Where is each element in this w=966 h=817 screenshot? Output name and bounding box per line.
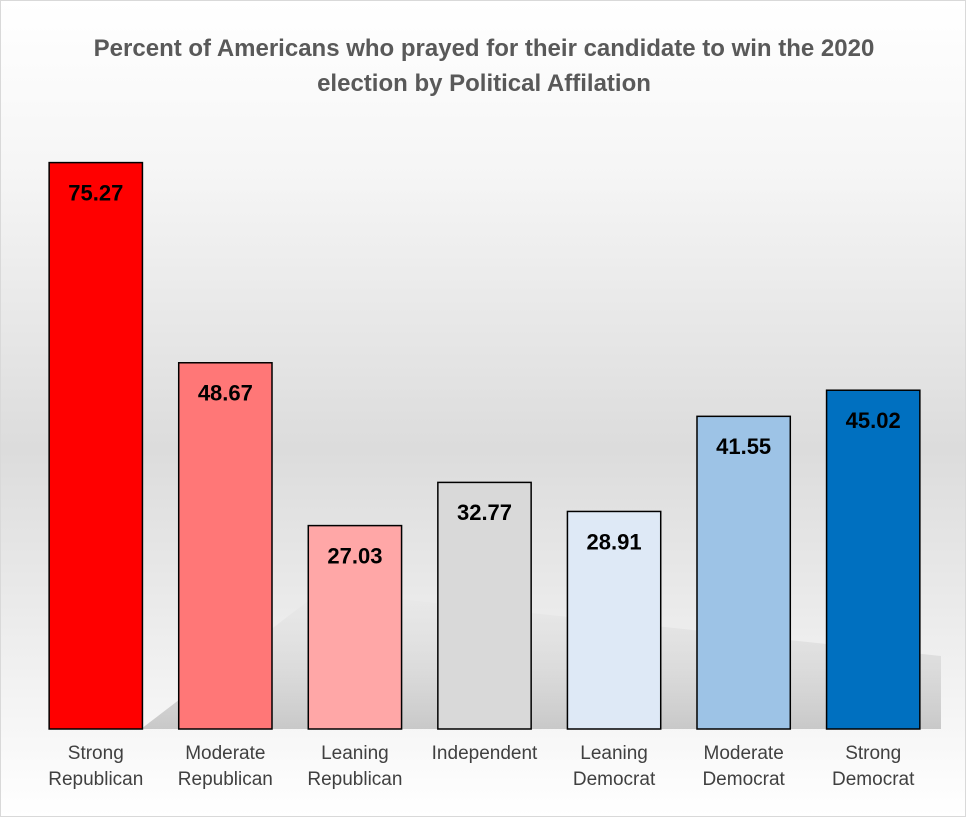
bar <box>566 510 662 730</box>
data-label: 28.91 <box>587 529 642 554</box>
x-tick-label: Independent <box>431 743 538 764</box>
data-label: 75.27 <box>68 180 123 205</box>
chart-title: Percent of Americans who prayed for thei… <box>93 35 875 97</box>
data-label: 45.02 <box>846 408 901 433</box>
x-tick-label: Leaning Democrat <box>572 743 656 790</box>
bar <box>825 389 921 730</box>
data-label: 48.67 <box>198 381 253 406</box>
bar <box>177 362 273 730</box>
x-tick-label: Strong Republican <box>48 743 144 790</box>
x-tick-label: Leaning Republican <box>307 743 403 790</box>
x-tick-label: Moderate Republican <box>177 743 273 790</box>
bar <box>307 524 403 730</box>
x-tick-label: Strong Democrat <box>832 743 915 790</box>
bar <box>696 415 792 730</box>
data-label: 41.55 <box>716 434 771 459</box>
bar <box>437 481 532 730</box>
bar <box>48 161 144 730</box>
data-label: 27.03 <box>327 543 382 568</box>
data-label: 32.77 <box>457 500 512 525</box>
x-tick-label: Moderate Democrat <box>702 743 785 790</box>
